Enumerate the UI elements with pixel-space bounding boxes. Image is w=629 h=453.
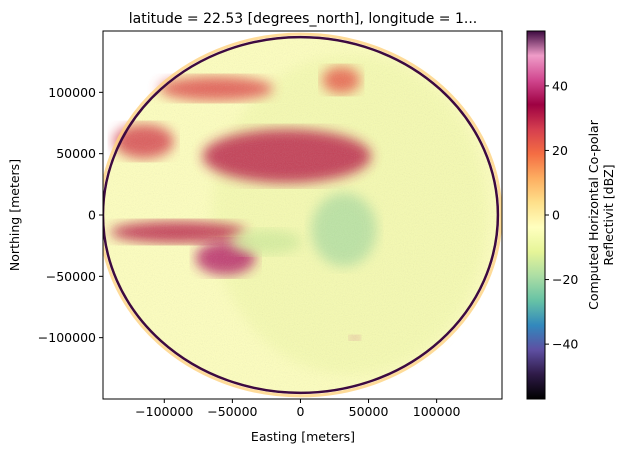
colorbar-gradient [526, 30, 546, 400]
y-axis-ticks: −100000 −50000 0 50000 100000 [38, 85, 103, 345]
radar-edge-ring [103, 35, 500, 395]
colorbar: −40 −20 0 20 40 Computed Horizontal Co-polar… [526, 30, 616, 400]
y-tick-label: 50000 [56, 146, 96, 161]
y-axis-label: Northing [meters] [7, 159, 22, 271]
x-tick-label: 0 [296, 404, 304, 419]
x-tick-label: −100000 [135, 404, 193, 419]
colorbar-ticks: −40 −20 0 20 40 [545, 78, 578, 352]
chart-title: latitude = 22.53 [degrees_north], longit… [129, 11, 477, 27]
x-axis-ticks: −100000 −50000 0 50000 100000 [135, 399, 461, 419]
x-tick-label: 100000 [413, 404, 461, 419]
colorbar-label-line-2: Reflectivit [dBZ] [601, 164, 616, 265]
plot-area: −100000 −50000 0 50000 100000 −100000 −50000 0… [38, 30, 503, 419]
x-tick-label: 50000 [349, 404, 389, 419]
x-tick-label: −50000 [207, 404, 257, 419]
colorbar-tick-label: 40 [552, 78, 568, 93]
colorbar-label-line-1: Computed Horizontal Co-polar [586, 119, 601, 310]
radar-texture [103, 37, 498, 393]
colorbar-tick-label: 20 [552, 143, 568, 158]
y-tick-label: −100000 [38, 330, 96, 345]
colorbar-tick-label: −40 [552, 337, 578, 352]
radar-image [103, 32, 502, 398]
colorbar-tick-label: 0 [552, 208, 560, 223]
y-tick-label: 100000 [48, 85, 96, 100]
x-axis-label: Easting [meters] [251, 429, 355, 444]
y-tick-label: 0 [88, 208, 96, 223]
radar-edge-band [103, 32, 502, 398]
colorbar-tick-label: −20 [552, 272, 578, 287]
y-tick-label: −50000 [46, 269, 96, 284]
